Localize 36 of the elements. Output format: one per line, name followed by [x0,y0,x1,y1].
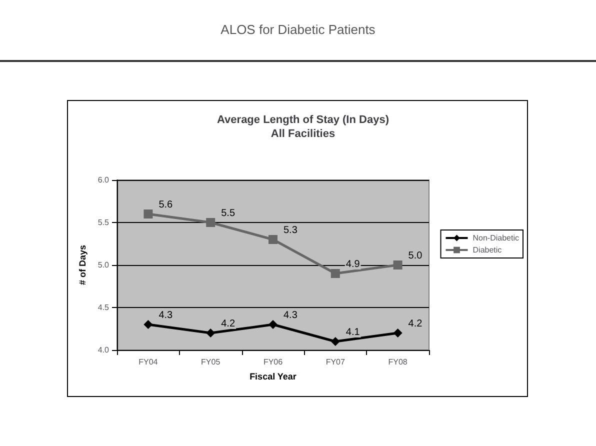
data-label: 4.3 [158,310,174,321]
point [393,260,402,270]
chart-title: Average Length of Stay (In Days) All Facilities [217,114,390,140]
data-label: 4.9 [346,259,360,270]
point [144,320,153,329]
y-tick-label: 4.0 [98,346,110,354]
legend-label: Non-Diabetic [472,234,520,242]
y-axis-title: # of Days [77,244,88,286]
x-tick-label: FY06 [263,358,284,366]
x-tick-label: FY04 [138,358,158,366]
legend-label: Diabetic [472,246,502,254]
point [206,328,216,338]
data-label: 5.0 [408,250,423,262]
data-label: 4.2 [221,318,236,330]
data-label: 5.3 [284,225,298,236]
y-tick-label: 6.0 [98,176,110,184]
y-tick-label: 5.0 [98,260,110,270]
point [268,235,278,244]
x-tick-label: FY07 [326,358,346,366]
data-label: 5.6 [158,200,174,210]
point [268,320,278,329]
point [330,269,340,278]
data-label: 4.3 [284,310,298,321]
point [206,218,216,227]
x-tick-label: FY08 [388,358,408,366]
data-label: 4.2 [408,318,423,330]
x-tick-label: FY05 [201,358,221,366]
point [144,210,153,218]
point [330,337,340,346]
y-tick-label: 5.5 [98,218,110,227]
data-label: 5.5 [221,208,236,219]
data-label: 4.1 [346,327,360,338]
x-axis-title: Fiscal Year [250,372,297,382]
y-tick-label: 4.5 [98,303,110,312]
text: ALOS for Diabetic Patients [220,22,376,37]
point [393,328,402,338]
